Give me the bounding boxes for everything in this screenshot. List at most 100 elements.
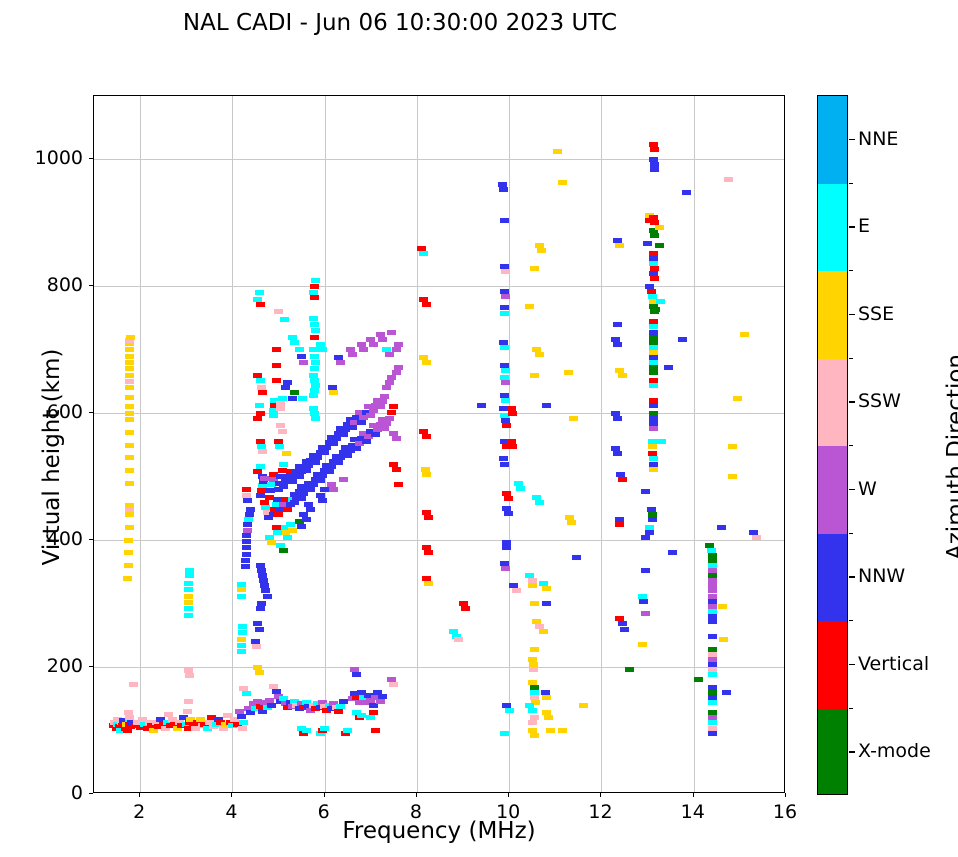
echo-point <box>179 715 189 721</box>
echo-point <box>359 414 369 420</box>
echo-point <box>497 182 507 188</box>
echo-point <box>123 537 133 543</box>
echo-point <box>256 443 266 449</box>
echo-point <box>250 706 260 712</box>
x-tick-mark <box>785 793 786 797</box>
echo-point <box>650 233 660 239</box>
echo-point <box>287 334 297 340</box>
echo-point <box>640 568 650 574</box>
echo-point <box>361 409 371 415</box>
echo-point <box>241 538 251 544</box>
colorbar-band-ssw[interactable] <box>818 358 847 447</box>
colorbar-band-nnw[interactable] <box>818 533 847 622</box>
colorbar-label: Azimuth Direction <box>943 354 958 560</box>
echo-point <box>368 342 378 348</box>
echo-point <box>315 478 325 484</box>
echo-point <box>278 696 288 702</box>
echo-point <box>154 724 164 730</box>
echo-point <box>370 695 380 701</box>
colorbar-band-e[interactable] <box>818 183 847 272</box>
gridline-horizontal <box>94 413 784 415</box>
echo-point <box>294 474 304 480</box>
x-tick-label: 2 <box>133 801 146 823</box>
echo-point <box>616 471 626 477</box>
echo-point <box>648 377 658 383</box>
echo-point <box>645 530 655 536</box>
echo-point <box>508 443 518 449</box>
echo-point <box>331 453 341 459</box>
echo-point <box>648 250 658 256</box>
echo-point <box>253 664 263 670</box>
colorbar[interactable] <box>817 95 848 795</box>
echo-point <box>271 502 281 508</box>
echo-point <box>256 488 266 494</box>
echo-point <box>648 141 658 147</box>
echo-point <box>304 462 314 468</box>
y-tick-mark <box>89 285 93 287</box>
echo-point <box>287 527 297 533</box>
echo-point <box>151 720 161 726</box>
echo-point <box>185 568 195 574</box>
echo-point <box>271 347 281 353</box>
echo-point <box>384 380 394 386</box>
echo-point <box>310 328 320 334</box>
echo-point <box>368 702 378 708</box>
echo-point <box>350 419 360 425</box>
echo-point <box>261 504 271 510</box>
echo-point <box>617 372 627 378</box>
echo-point <box>184 599 194 605</box>
echo-point <box>361 700 371 706</box>
echo-point <box>140 721 150 727</box>
echo-point <box>534 623 544 629</box>
echo-point <box>257 448 267 454</box>
echo-point <box>707 710 717 716</box>
echo-point <box>317 347 327 353</box>
echo-point <box>246 710 256 716</box>
echo-point <box>391 466 401 472</box>
echo-point <box>241 551 251 557</box>
echo-point <box>368 423 378 429</box>
echo-point <box>304 480 314 486</box>
echo-point <box>361 438 371 444</box>
colorbar-tick-mark <box>849 751 855 753</box>
echo-point <box>502 443 512 449</box>
echo-point <box>345 447 355 453</box>
echo-point <box>650 162 660 168</box>
echo-point <box>648 403 658 409</box>
colorbar-band-sse[interactable] <box>818 271 847 359</box>
echo-point <box>532 618 542 624</box>
echo-point <box>382 385 392 391</box>
echo-point <box>276 400 286 406</box>
echo-point <box>184 587 194 593</box>
echo-point <box>624 667 634 673</box>
echo-point <box>530 684 540 690</box>
echo-point <box>123 550 133 556</box>
echo-point <box>165 722 175 728</box>
echo-point <box>421 301 431 307</box>
echo-point <box>717 603 727 609</box>
echo-point <box>500 413 510 419</box>
echo-point <box>327 706 337 712</box>
colorbar-band-nne[interactable] <box>818 96 847 184</box>
x-tick-mark <box>323 793 325 797</box>
colorbar-band-w[interactable] <box>818 446 847 534</box>
echo-point <box>267 540 277 546</box>
echo-point <box>264 494 274 500</box>
colorbar-band-x-mode[interactable] <box>818 708 847 794</box>
echo-point <box>531 700 541 706</box>
plot-area[interactable] <box>93 95 785 793</box>
echo-point <box>125 353 135 359</box>
echo-point <box>271 688 281 694</box>
echo-point <box>640 535 650 541</box>
colorbar-band-vertical[interactable] <box>818 621 847 709</box>
echo-point <box>707 715 717 721</box>
echo-point <box>250 639 260 645</box>
echo-point <box>223 712 233 718</box>
echo-point <box>640 489 650 495</box>
echo-point <box>278 484 288 490</box>
echo-point <box>373 689 383 695</box>
echo-point <box>352 446 362 452</box>
echo-point <box>188 721 198 727</box>
echo-point <box>193 720 203 726</box>
echo-point <box>359 431 369 437</box>
